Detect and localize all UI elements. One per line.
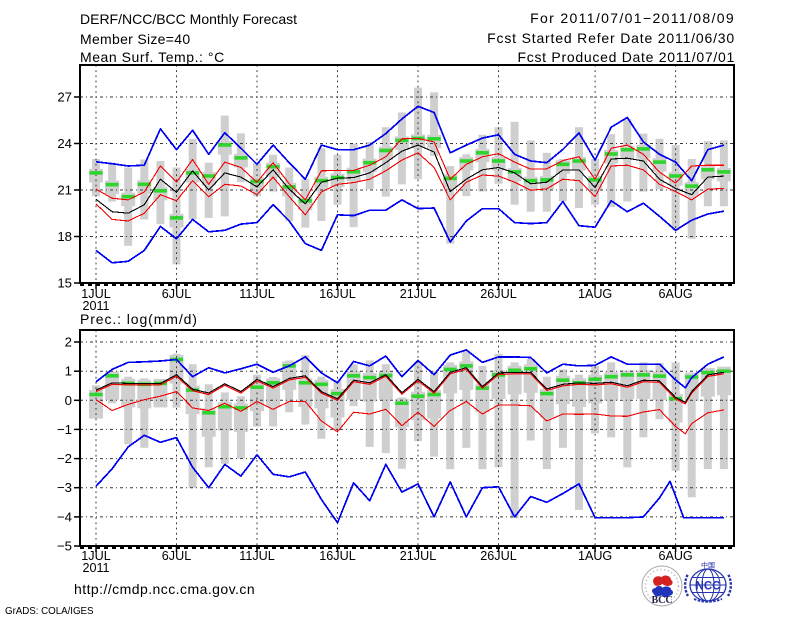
svg-text:21JUL: 21JUL [400, 549, 436, 563]
svg-text:−4: −4 [57, 509, 72, 524]
svg-text:15: 15 [57, 276, 72, 291]
svg-text:27: 27 [57, 90, 72, 105]
svg-text:DERF/NCC/BCC Monthly Forecast: DERF/NCC/BCC Monthly Forecast [80, 11, 297, 27]
svg-text:26JUL: 26JUL [480, 287, 516, 301]
svg-text:1JUL: 1JUL [81, 549, 110, 563]
svg-text:1AUG: 1AUG [578, 549, 612, 563]
svg-text:−5: −5 [57, 539, 72, 554]
svg-text:GrADS: COLA/IGES: GrADS: COLA/IGES [5, 606, 94, 617]
svg-text:2011: 2011 [82, 299, 109, 313]
svg-text:24: 24 [57, 136, 72, 151]
svg-text:Prec.: log(mm/d): Prec.: log(mm/d) [80, 311, 198, 327]
svg-text:1: 1 [65, 364, 72, 379]
svg-text:−3: −3 [57, 480, 72, 495]
svg-text:6AUG: 6AUG [658, 549, 692, 563]
svg-text:21: 21 [57, 183, 72, 198]
svg-text:26JUL: 26JUL [480, 549, 516, 563]
svg-text:NCC: NCC [696, 581, 721, 593]
svg-text:Mean Surf. Temp.: °C: Mean Surf. Temp.: °C [80, 49, 225, 65]
svg-text:16JUL: 16JUL [319, 287, 355, 301]
svg-text:For 2011/07/01−2011/08/09: For 2011/07/01−2011/08/09 [530, 10, 735, 26]
svg-text:2011: 2011 [82, 561, 109, 575]
svg-text:Member Size=40: Member Size=40 [80, 31, 190, 47]
svg-text:2: 2 [65, 335, 72, 350]
svg-text:Fcst Started Refer Date 2011/0: Fcst Started Refer Date 2011/06/30 [487, 30, 735, 46]
svg-text:BCC: BCC [651, 595, 672, 606]
svg-text:6JUL: 6JUL [162, 287, 191, 301]
svg-text:中国: 中国 [701, 561, 715, 570]
svg-text:1AUG: 1AUG [578, 287, 612, 301]
svg-text:21JUL: 21JUL [400, 287, 436, 301]
svg-text:−1: −1 [57, 422, 72, 437]
svg-text:6JUL: 6JUL [162, 549, 191, 563]
svg-text:0: 0 [65, 393, 72, 408]
svg-text:6AUG: 6AUG [658, 287, 692, 301]
svg-text:−2: −2 [57, 451, 72, 466]
svg-text:11JUL: 11JUL [239, 549, 274, 563]
svg-text:18: 18 [57, 229, 72, 244]
svg-text:Fcst Produced Date 2011/07/01: Fcst Produced Date 2011/07/01 [517, 49, 735, 65]
svg-text:1JUL: 1JUL [81, 287, 110, 301]
svg-text:11JUL: 11JUL [239, 287, 274, 301]
svg-text:http://cmdp.ncc.cma.gov.cn: http://cmdp.ncc.cma.gov.cn [74, 581, 255, 597]
svg-text:16JUL: 16JUL [319, 549, 355, 563]
